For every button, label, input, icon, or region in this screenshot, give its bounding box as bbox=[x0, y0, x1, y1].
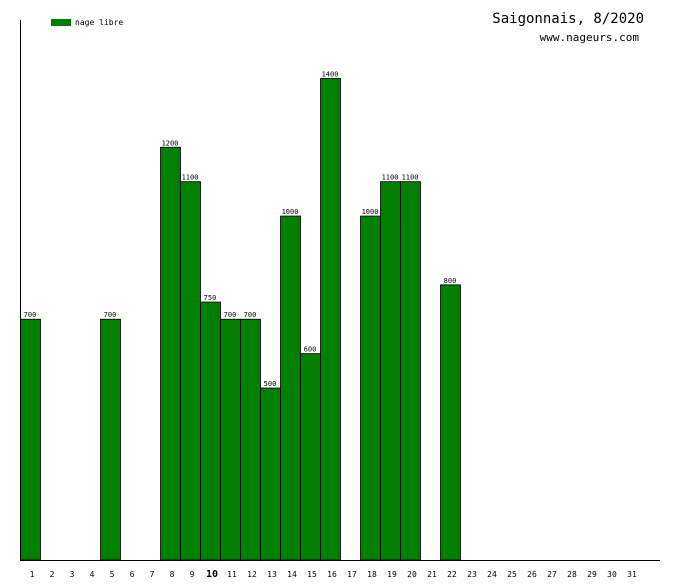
bar-1 bbox=[20, 318, 41, 561]
x-tick-5: 5 bbox=[110, 570, 115, 579]
bar-12 bbox=[240, 318, 261, 561]
x-tick-20: 20 bbox=[407, 570, 417, 579]
bar-11 bbox=[220, 318, 241, 561]
x-tick-13: 13 bbox=[267, 570, 277, 579]
x-tick-3: 3 bbox=[70, 570, 75, 579]
bars bbox=[20, 78, 461, 561]
bar-10 bbox=[200, 301, 221, 561]
x-tick-6: 6 bbox=[130, 570, 135, 579]
value-label-11: 700 bbox=[224, 311, 237, 319]
bar-15 bbox=[300, 353, 321, 561]
x-tick-14: 14 bbox=[287, 570, 297, 579]
value-label-12: 700 bbox=[244, 311, 257, 319]
value-labels: 700 700 1200 1100 750 700 700 500 1000 600 1400 100… bbox=[24, 70, 457, 388]
x-tick-11: 11 bbox=[227, 570, 237, 579]
bar-16 bbox=[320, 78, 341, 561]
legend-swatch bbox=[51, 19, 71, 26]
x-tick-4: 4 bbox=[90, 570, 95, 579]
value-label-5: 700 bbox=[104, 311, 117, 319]
x-tick-7: 7 bbox=[150, 570, 155, 579]
x-tick-15: 15 bbox=[307, 570, 317, 579]
x-tick-22: 22 bbox=[447, 570, 457, 579]
value-label-14: 1000 bbox=[282, 208, 299, 216]
x-tick-18: 18 bbox=[367, 570, 377, 579]
x-tick-10: 10 bbox=[206, 569, 218, 580]
x-tick-19: 19 bbox=[387, 570, 397, 579]
value-label-13: 500 bbox=[264, 380, 277, 388]
x-tick-12: 12 bbox=[247, 570, 257, 579]
x-tick-labels: 1 2 3 4 5 6 7 8 9 10 11 12 13 14 15 16 17 18 19 20 21 22 23 24 2… bbox=[30, 569, 637, 580]
bar-9 bbox=[180, 181, 201, 561]
value-label-20: 1100 bbox=[402, 174, 419, 182]
bar-5 bbox=[100, 318, 121, 561]
x-tick-2: 2 bbox=[50, 570, 55, 579]
value-label-16: 1400 bbox=[322, 70, 339, 78]
x-tick-1: 1 bbox=[30, 570, 35, 579]
x-tick-28: 28 bbox=[567, 570, 577, 579]
x-tick-16: 16 bbox=[327, 570, 337, 579]
x-tick-31: 31 bbox=[627, 570, 637, 579]
legend-label: nage libre bbox=[75, 18, 123, 27]
bar-20 bbox=[400, 181, 421, 561]
x-tick-17: 17 bbox=[347, 570, 357, 579]
x-tick-26: 26 bbox=[527, 570, 537, 579]
bar-14 bbox=[280, 215, 301, 561]
chart-subtitle: www.nageurs.com bbox=[540, 31, 640, 44]
value-label-22: 800 bbox=[444, 277, 457, 285]
bar-18 bbox=[360, 215, 381, 561]
value-label-10: 750 bbox=[204, 294, 217, 302]
value-label-9: 1100 bbox=[182, 174, 199, 182]
value-label-8: 1200 bbox=[162, 139, 179, 147]
chart-title: Saigonnais, 8/2020 bbox=[492, 11, 644, 27]
bar-22 bbox=[440, 284, 461, 561]
x-tick-9: 9 bbox=[190, 570, 195, 579]
x-tick-23: 23 bbox=[467, 570, 477, 579]
x-tick-8: 8 bbox=[170, 570, 175, 579]
bar-8 bbox=[160, 146, 181, 561]
bar-19 bbox=[380, 181, 401, 561]
x-tick-29: 29 bbox=[587, 570, 597, 579]
bar-13 bbox=[260, 387, 281, 561]
value-label-19: 1100 bbox=[382, 174, 399, 182]
x-tick-27: 27 bbox=[547, 570, 557, 579]
value-label-18: 1000 bbox=[362, 208, 379, 216]
legend: nage libre bbox=[51, 18, 123, 27]
x-tick-30: 30 bbox=[607, 570, 617, 579]
x-tick-24: 24 bbox=[487, 570, 497, 579]
value-label-1: 700 bbox=[24, 311, 37, 319]
x-tick-25: 25 bbox=[507, 570, 517, 579]
value-label-15: 600 bbox=[304, 346, 317, 354]
x-tick-21: 21 bbox=[427, 570, 437, 579]
